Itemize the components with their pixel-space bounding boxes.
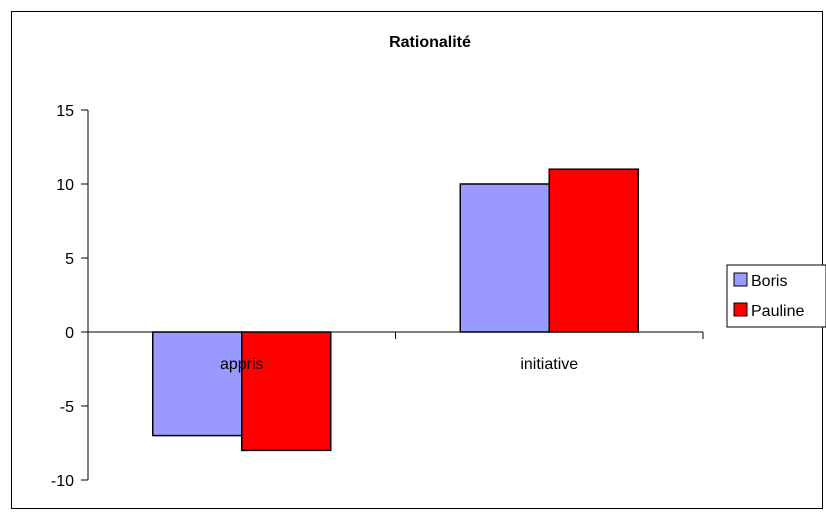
y-tick-label: -10 bbox=[51, 473, 74, 490]
legend-swatch-pauline bbox=[733, 302, 748, 317]
bar-boris-appris bbox=[152, 331, 243, 437]
chart-frame bbox=[11, 11, 823, 509]
y-tick-label: -5 bbox=[60, 399, 74, 416]
y-tick-label: 5 bbox=[65, 251, 74, 268]
legend-label-boris: Boris bbox=[751, 273, 787, 290]
y-tick-label: 10 bbox=[56, 177, 74, 194]
y-tick-label: 15 bbox=[56, 103, 74, 120]
chart-title: Rationalité bbox=[389, 34, 471, 51]
legend: Boris Pauline bbox=[726, 264, 826, 328]
x-category-label: initiative bbox=[520, 356, 578, 373]
x-category-label: appris bbox=[220, 356, 264, 373]
bar-pauline-appris bbox=[241, 331, 332, 452]
y-tick-label: 0 bbox=[65, 325, 74, 342]
legend-swatch-boris bbox=[733, 272, 748, 287]
bar-pauline-initiative bbox=[548, 168, 639, 333]
legend-label-pauline: Pauline bbox=[751, 303, 804, 320]
bar-boris-initiative bbox=[459, 183, 550, 333]
bars bbox=[152, 168, 639, 452]
legend-items: Boris Pauline bbox=[733, 272, 804, 320]
labels: appris initiative bbox=[220, 356, 578, 373]
